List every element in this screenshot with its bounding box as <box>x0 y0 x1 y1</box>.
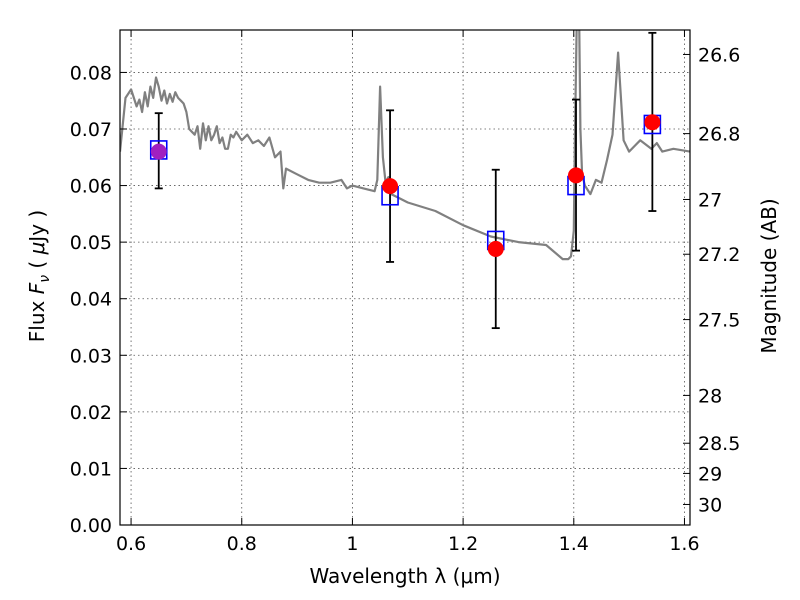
spectrum-line <box>120 30 690 261</box>
y-axis-right: 26.6 26.8 27 27.2 27.5 28 28.5 29 30 <box>683 44 740 516</box>
x-tick-label: 1.6 <box>669 533 699 555</box>
y-tick-label: 0.07 <box>70 119 112 141</box>
observed-point <box>382 178 399 195</box>
y-tick-label: 0.02 <box>70 402 112 424</box>
mag-tick-label: 30 <box>698 494 722 516</box>
mag-tick-label: 27.5 <box>698 310 740 332</box>
observed-point <box>487 240 504 257</box>
spectrum-series <box>120 30 690 261</box>
mag-tick-label: 28.5 <box>698 433 740 455</box>
x-tick-label: 0.6 <box>116 533 146 555</box>
y-tick-label: 0.06 <box>70 176 112 198</box>
y-tick-label: 0.05 <box>70 232 112 254</box>
x-tick-label: 1 <box>346 533 358 555</box>
grid <box>120 30 690 526</box>
model-boxes <box>149 114 662 251</box>
x-axis: 0.6 0.8 1 1.2 1.4 1.6 <box>116 30 700 555</box>
x-axis-title: Wavelength λ (μm) <box>309 564 500 588</box>
observed-points <box>150 114 661 257</box>
plot-frame <box>119 29 691 526</box>
x-tick-label: 1.4 <box>559 533 589 555</box>
y-axis-right-title: Magnitude (AB) <box>757 198 781 353</box>
mag-tick-label: 26.6 <box>698 44 740 66</box>
y-axis-left: 0.00 0.01 0.02 0.03 0.04 0.05 0.06 0.07 0.08 <box>70 62 127 537</box>
y-axis-title: Flux Fν ( μJy ) <box>25 210 53 342</box>
mag-tick-label: 29 <box>698 463 722 485</box>
observed-point <box>568 167 584 184</box>
y-tick-label: 0.04 <box>70 289 112 311</box>
x-tick-label: 0.8 <box>227 533 257 555</box>
mag-tick-label: 26.8 <box>698 124 740 146</box>
y-tick-label: 0.00 <box>70 515 112 537</box>
observed-point <box>644 114 661 131</box>
y-tick-label: 0.01 <box>70 458 112 480</box>
y-tick-label: 0.08 <box>70 62 112 84</box>
observed-point <box>150 143 167 160</box>
mag-tick-label: 28 <box>698 385 722 407</box>
y-tick-label: 0.03 <box>70 345 112 367</box>
mag-tick-label: 27.2 <box>698 244 740 266</box>
x-tick-label: 1.2 <box>448 533 478 555</box>
mag-tick-label: 27 <box>698 189 722 211</box>
